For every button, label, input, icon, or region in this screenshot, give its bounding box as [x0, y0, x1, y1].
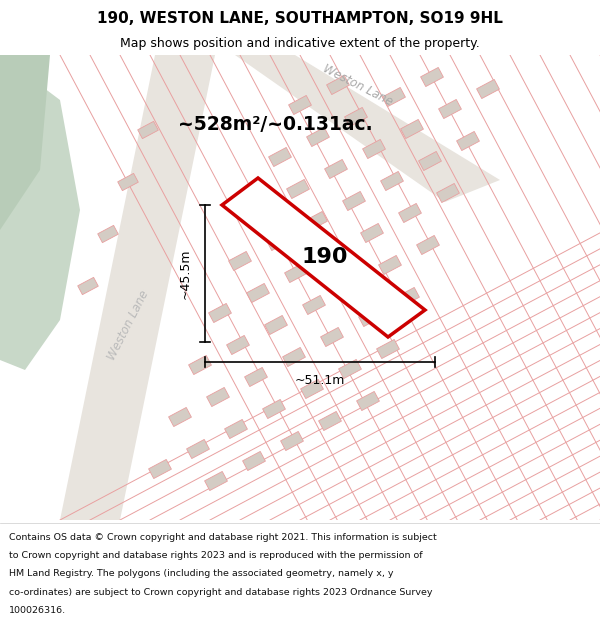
Polygon shape — [266, 231, 289, 251]
Polygon shape — [380, 171, 403, 191]
Polygon shape — [188, 356, 211, 374]
Text: ~51.1m: ~51.1m — [295, 374, 345, 386]
Polygon shape — [209, 304, 232, 322]
Polygon shape — [206, 388, 229, 406]
Text: 100026316.: 100026316. — [9, 606, 66, 615]
Polygon shape — [397, 288, 419, 306]
Text: co-ordinates) are subject to Crown copyright and database rights 2023 Ordnance S: co-ordinates) are subject to Crown copyr… — [9, 588, 433, 597]
Polygon shape — [361, 224, 383, 243]
Polygon shape — [265, 316, 287, 334]
Text: 190: 190 — [302, 247, 348, 267]
Polygon shape — [118, 173, 138, 191]
Polygon shape — [377, 339, 400, 359]
Text: Weston Lane: Weston Lane — [321, 62, 395, 108]
Text: Weston Lane: Weston Lane — [105, 288, 151, 362]
Polygon shape — [439, 99, 461, 119]
Polygon shape — [398, 204, 421, 222]
Polygon shape — [149, 459, 172, 479]
Polygon shape — [78, 278, 98, 294]
Polygon shape — [301, 379, 323, 399]
Text: to Crown copyright and database rights 2023 and is reproduced with the permissio: to Crown copyright and database rights 2… — [9, 551, 422, 560]
Polygon shape — [0, 55, 80, 370]
Text: Contains OS data © Crown copyright and database right 2021. This information is : Contains OS data © Crown copyright and d… — [9, 532, 437, 542]
Polygon shape — [338, 359, 361, 379]
Polygon shape — [305, 211, 328, 231]
Polygon shape — [60, 55, 215, 520]
Polygon shape — [138, 121, 158, 139]
Polygon shape — [416, 236, 439, 254]
Polygon shape — [325, 159, 347, 179]
Polygon shape — [248, 199, 271, 219]
Polygon shape — [419, 151, 442, 171]
Polygon shape — [187, 439, 209, 459]
Text: 190, WESTON LANE, SOUTHAMPTON, SO19 9HL: 190, WESTON LANE, SOUTHAMPTON, SO19 9HL — [97, 11, 503, 26]
Text: ~528m²/~0.131ac.: ~528m²/~0.131ac. — [178, 116, 373, 134]
Polygon shape — [284, 264, 307, 282]
Polygon shape — [0, 55, 50, 230]
Polygon shape — [289, 96, 311, 114]
Polygon shape — [242, 451, 265, 471]
Polygon shape — [344, 107, 367, 126]
Polygon shape — [457, 131, 479, 151]
Polygon shape — [401, 119, 424, 139]
Polygon shape — [320, 328, 343, 346]
Text: Map shows position and indicative extent of the property.: Map shows position and indicative extent… — [120, 38, 480, 51]
Polygon shape — [227, 336, 250, 354]
Polygon shape — [222, 178, 425, 337]
Text: ~45.5m: ~45.5m — [179, 248, 191, 299]
Polygon shape — [98, 226, 118, 242]
Text: HM Land Registry. The polygons (including the associated geometry, namely x, y: HM Land Registry. The polygons (includin… — [9, 569, 394, 578]
Polygon shape — [287, 179, 310, 199]
Polygon shape — [359, 308, 382, 326]
Polygon shape — [437, 184, 460, 203]
Polygon shape — [229, 251, 251, 271]
Polygon shape — [235, 55, 500, 202]
Polygon shape — [205, 471, 227, 491]
Polygon shape — [247, 284, 269, 302]
Polygon shape — [326, 76, 349, 94]
Polygon shape — [302, 296, 325, 314]
Polygon shape — [362, 139, 385, 159]
Polygon shape — [343, 191, 365, 211]
Polygon shape — [476, 79, 499, 99]
Polygon shape — [224, 419, 247, 439]
Polygon shape — [169, 408, 191, 426]
Polygon shape — [341, 276, 364, 294]
Polygon shape — [356, 391, 379, 411]
Polygon shape — [269, 148, 292, 166]
Polygon shape — [319, 411, 341, 431]
Polygon shape — [383, 88, 406, 106]
Polygon shape — [263, 399, 286, 419]
Polygon shape — [283, 348, 305, 366]
Polygon shape — [421, 68, 443, 86]
Polygon shape — [245, 368, 268, 386]
Polygon shape — [323, 244, 346, 262]
Polygon shape — [379, 256, 401, 274]
Polygon shape — [281, 431, 304, 451]
Polygon shape — [307, 127, 329, 146]
